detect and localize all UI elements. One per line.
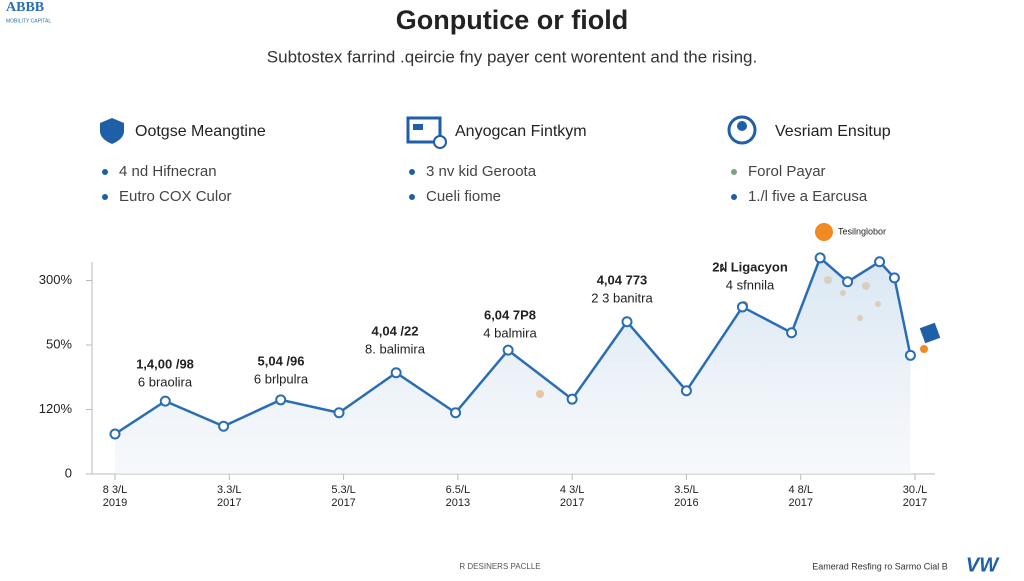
window-icon-part [413,124,423,130]
x-tick-label: 2017 [331,497,355,509]
x-tick-label: 30./L [903,484,927,496]
feature-item: 3 nv kid Geroota [426,163,537,180]
x-tick-label: 2017 [788,497,812,509]
point [450,407,462,419]
x-tick-label: 2016 [674,497,698,509]
y-tick-label: 120% [39,401,73,416]
x-tick-label: 4 8/L [788,484,812,496]
point [390,367,402,379]
annotation: 8. balimira [365,341,426,356]
bullet [731,169,737,175]
point [502,344,514,356]
point [333,407,345,419]
feature-item: 4 nd Hifnecran [119,163,217,180]
line [114,255,912,436]
y-tick-label: 300% [39,272,73,287]
point [874,256,886,268]
decor-square [919,322,941,344]
point [159,395,171,407]
point [888,272,900,284]
footer-logo: VW [966,554,1000,576]
point [621,316,633,328]
point [275,394,287,406]
point [904,349,916,361]
title: Gonputice or fiold [396,5,628,35]
annotation: 6 brlpulra [254,371,309,386]
x-tick-label: 8 3/L [103,484,127,496]
bullet [731,194,737,200]
footer-left: R DESINERS PACLLE [459,562,540,571]
feature-title: Ootgse Meangtine [135,123,266,140]
feature-item: Eutro COX Culor [119,188,232,205]
x-tick-label: 4 3/L [560,484,584,496]
x-tick-label: 2017 [903,497,927,509]
annotation: 6 braolira [138,374,193,389]
bullet [409,169,415,175]
badge: Tesilnglobor [838,226,886,236]
annotation: 4 balmira [483,325,537,340]
point [842,276,854,288]
x-tick-label: 3.3/L [217,484,241,496]
point [814,252,826,264]
subtitle: Subtostex farrind .qeircie fny payer cen… [267,47,757,66]
brand-tagline: MOBILITY CAPITAL [6,18,51,24]
feature-title: Vesriam Ensitup [775,123,891,140]
feature-item: Forol Payar [748,163,826,180]
x-tick-label: 2013 [446,497,470,509]
annotation: 4,04 773 [597,272,648,287]
annotation: 2ฝ Ligacyon [712,259,788,274]
x-tick-label: 2017 [217,497,241,509]
x-tick-label: 6.5/L [446,484,470,496]
bullet [409,194,415,200]
point [786,327,798,339]
y-tick-label: 50% [46,336,72,351]
area [115,257,911,474]
x-tick-label: 2019 [103,497,127,509]
y-tick-label: 0 [65,465,72,480]
bullet [102,194,108,200]
shield-icon [100,118,124,144]
annotation: 4 sfnnila [726,277,775,292]
annotation: 4,04 /22 [372,323,419,338]
x-tick-label: 5.3/L [331,484,355,496]
person-icon [727,115,757,145]
annotation: 6,04 7P8 [484,307,536,322]
footer-right: Eamerad Resfing ro Sarmo Cial B [812,561,948,571]
feature-item: Cueli fiome [426,188,501,205]
bullet [102,169,108,175]
annotation: 1,4,00 /98 [136,356,194,371]
badge-icon [815,223,833,241]
brand-logo: ABBB [6,0,44,15]
point [218,420,230,432]
x-tick-label: 2017 [560,497,584,509]
point [109,428,121,440]
person-icon-head [737,121,747,131]
annotation: 2 3 banitra [591,290,653,305]
feature-item: 1./l five a Earcusa [748,188,868,205]
annotation: 5,04 /96 [258,353,305,368]
window-icon [406,116,442,144]
feature-title: Anyogcan Fintkym [455,123,587,140]
window-icon-dot [433,135,447,149]
point [680,385,692,397]
point [566,393,578,405]
x-tick-label: 3.5/L [674,484,698,496]
point [736,301,748,313]
